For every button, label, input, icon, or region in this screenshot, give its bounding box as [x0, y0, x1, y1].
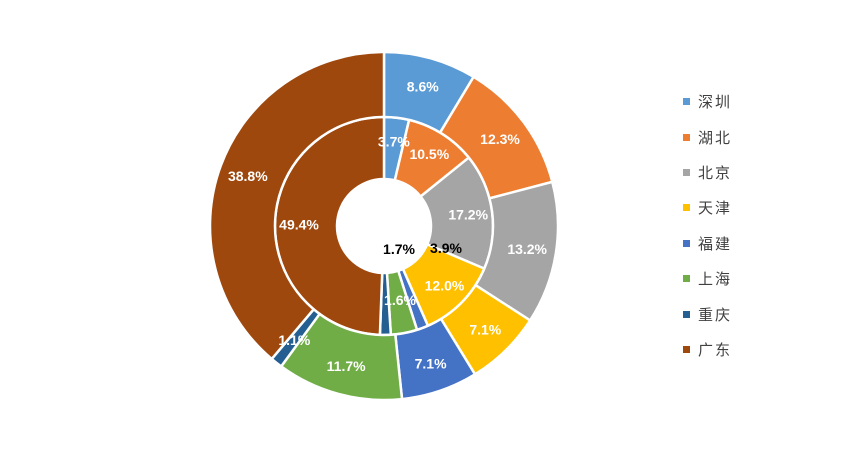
inner-data-label-2: 10.5%	[409, 146, 449, 162]
legend-label: 上海	[698, 270, 733, 289]
legend-swatch	[683, 345, 690, 353]
legend-label: 广东	[698, 340, 733, 359]
outer-slice-8	[208, 50, 386, 361]
legend-label: 天津	[698, 199, 733, 218]
legend-label: 重庆	[698, 305, 733, 324]
legend: 深圳湖北北京天津福建上海重庆广东	[683, 84, 803, 367]
legend-swatch	[683, 204, 690, 212]
outer-data-label-2: 12.3%	[480, 131, 520, 147]
legend-item-7: 重庆	[683, 296, 803, 331]
legend-swatch	[683, 133, 690, 141]
outer-data-label-4: 7.1%	[469, 322, 501, 338]
legend-swatch	[683, 275, 690, 283]
outer-data-label-3: 13.2%	[507, 241, 547, 257]
inner-data-label-5: 1.7%	[383, 241, 415, 257]
inner-data-label-3: 17.2%	[448, 206, 488, 222]
legend-item-5: 福建	[683, 226, 803, 261]
inner-data-label-1: 3.7%	[378, 134, 410, 150]
outer-data-label-7: 1.1%	[278, 332, 310, 348]
legend-label: 北京	[698, 163, 733, 182]
outer-data-label-8: 38.8%	[228, 168, 268, 184]
legend-item-3: 北京	[683, 155, 803, 190]
inner-data-label-6: 3.9%	[430, 240, 462, 256]
inner-data-label-7: 1.6%	[384, 292, 416, 308]
outer-data-label-6: 11.7%	[327, 358, 366, 374]
legend-swatch	[683, 168, 690, 176]
outer-data-label-1: 8.6%	[407, 78, 439, 94]
legend-item-1: 深圳	[683, 84, 803, 119]
inner-data-label-4: 12.0%	[425, 278, 465, 294]
legend-item-8: 广东	[683, 332, 803, 367]
legend-item-2: 湖北	[683, 119, 803, 154]
legend-item-4: 天津	[683, 190, 803, 225]
inner-data-label-8: 49.4%	[279, 216, 319, 232]
legend-item-6: 上海	[683, 261, 803, 296]
legend-swatch	[683, 98, 690, 106]
legend-label: 湖北	[698, 128, 733, 147]
outer-data-label-5: 7.1%	[415, 355, 447, 371]
legend-label: 福建	[698, 234, 733, 253]
legend-swatch	[683, 310, 690, 318]
legend-swatch	[683, 239, 690, 247]
legend-label: 深圳	[698, 93, 733, 112]
